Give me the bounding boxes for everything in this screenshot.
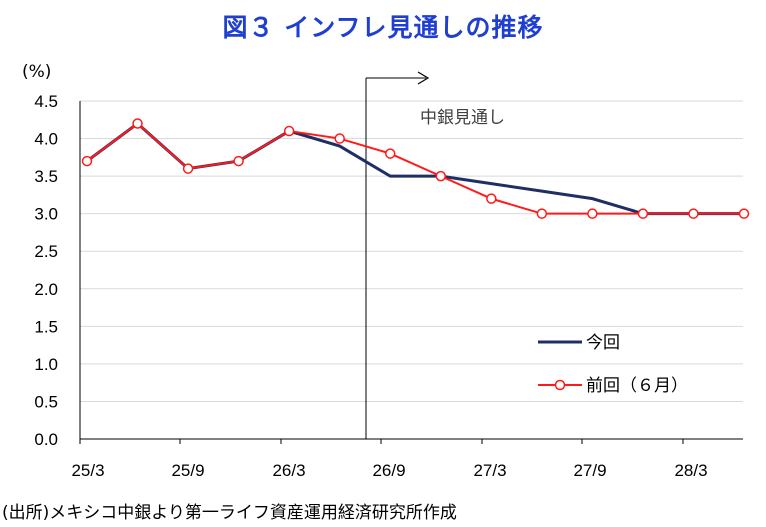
legend-label-current: 今回 [586, 333, 620, 353]
y-tick-label: 3.5 [34, 167, 58, 186]
x-tick-label: 27/9 [573, 461, 606, 480]
y-tick-label: 0.0 [34, 430, 58, 449]
data-point-prev [738, 208, 750, 219]
y-tick-label: 2.5 [34, 242, 58, 261]
legend-marker-prev [554, 379, 566, 391]
y-tick-label: 1.5 [34, 317, 58, 336]
y-tick-labels: 0.0 0.5 1.0 1.5 2.0 2.5 3.0 3.5 4.0 4.5 [34, 92, 58, 449]
data-point-prev [182, 163, 194, 174]
data-point-prev [637, 208, 649, 219]
gridlines [80, 100, 743, 402]
data-point-prev [283, 125, 295, 137]
x-tick-label: 25/9 [171, 461, 204, 480]
y-tick-label: 2.0 [34, 280, 58, 299]
forecast-marker [365, 71, 430, 439]
y-tick-label: 1.0 [34, 355, 58, 374]
x-tick-label: 28/3 [674, 461, 707, 480]
series-lines [81, 118, 750, 219]
x-tick-label: 25/3 [71, 461, 104, 480]
y-tick-label: 4.5 [34, 92, 58, 111]
y-tick-label: 0.5 [34, 392, 58, 411]
x-tick-label: 27/3 [473, 461, 506, 480]
data-point-prev [688, 208, 699, 219]
axes [79, 101, 743, 444]
data-point-prev [233, 155, 244, 167]
y-tick-label: 4.0 [34, 130, 58, 149]
x-tick-label: 26/3 [272, 461, 305, 480]
x-tick-labels: 25/3 25/9 26/3 26/9 27/3 27/9 28/3 [71, 461, 707, 480]
y-tick-label: 3.0 [34, 205, 58, 224]
x-tick-label: 26/9 [372, 461, 405, 480]
data-point-prev [486, 193, 497, 204]
data-point-prev [334, 133, 345, 144]
y-axis-unit: (%) [22, 62, 52, 82]
data-point-prev [132, 118, 143, 129]
data-point-prev [435, 170, 447, 182]
forecast-arrow-head [417, 71, 430, 85]
data-point-prev [536, 208, 548, 219]
data-point-prev [587, 208, 598, 219]
data-point-prev [81, 155, 93, 167]
forecast-annotation: 中銀見通し [420, 108, 505, 128]
source-note: (出所)メキシコ中銀より第一ライフ資産運用経済研究所作成 [2, 503, 457, 523]
chart-title: 図３ インフレ見通しの推移 [222, 13, 544, 42]
data-point-prev [384, 148, 396, 159]
legend-label-prev: 前回（６月） [586, 376, 688, 396]
series-line-1 [86, 122, 744, 215]
